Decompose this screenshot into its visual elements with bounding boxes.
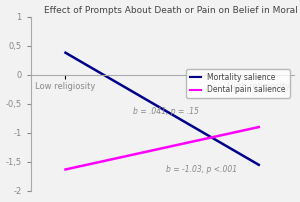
Text: Effect of Prompts About Death or Pain on Belief in Moral Progress: Effect of Prompts About Death or Pain on…	[44, 6, 300, 15]
Text: b = -1.03, p <.001: b = -1.03, p <.001	[166, 165, 237, 174]
Legend: Mortality salience, Dental pain salience: Mortality salience, Dental pain salience	[186, 69, 290, 98]
Text: b = .041, p = .15: b = .041, p = .15	[133, 107, 199, 116]
